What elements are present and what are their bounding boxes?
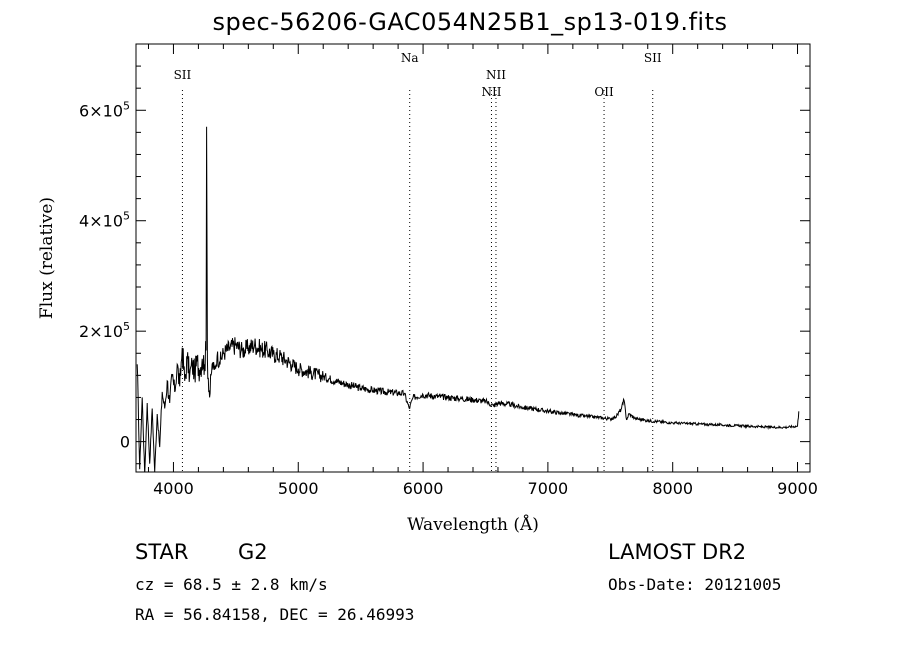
spectrum-series-line: [136, 126, 800, 472]
x-tick-label: 4000: [153, 479, 194, 498]
obs-date-text: Obs-Date: 20121005: [608, 575, 782, 594]
line-marker-label: OII: [594, 85, 614, 99]
line-marker-label: Na: [401, 51, 419, 65]
line-marker-label: SII: [174, 68, 192, 82]
chart-title: spec-56206-GAC054N25B1_sp13-019.fits: [212, 8, 728, 36]
y-tick-exponent: 5: [123, 320, 130, 333]
y-tick-label: 4×105: [79, 210, 130, 231]
x-tick-label: 9000: [777, 479, 818, 498]
line-marker-label: NII: [481, 85, 501, 99]
y-tick-label: 2×105: [79, 320, 130, 341]
redshift-text: cz = 68.5 ± 2.8 km/s: [135, 575, 328, 594]
survey-name: LAMOST DR2: [608, 540, 747, 564]
x-axis-label: Wavelength (Å): [407, 514, 539, 535]
x-tick-label: 8000: [652, 479, 693, 498]
x-tick-label: 7000: [528, 479, 569, 498]
y-axis-label: Flux (relative): [37, 197, 57, 319]
y-tick-label: 6×105: [79, 99, 130, 120]
x-tick-label: 6000: [403, 479, 444, 498]
y-tick-exponent: 5: [123, 210, 130, 223]
line-marker-label: SII: [644, 51, 662, 65]
object-class: STAR: [135, 540, 189, 564]
x-tick-label: 5000: [278, 479, 319, 498]
plot-frame: [135, 43, 811, 473]
y-tick-exponent: 5: [123, 99, 130, 112]
object-subclass: G2: [238, 540, 268, 564]
y-tick-label: 0: [120, 433, 130, 452]
series-layer: [136, 126, 800, 472]
line-marker-layer: SII Na NII NII OII SII: [174, 51, 662, 472]
coordinates-text: RA = 56.84158, DEC = 26.46993: [135, 605, 415, 624]
axis-layer: 4000 5000 6000 7000 8000 9000 0 2×105 4×105 6×105: [79, 44, 818, 498]
line-marker-label: NII: [486, 68, 506, 82]
